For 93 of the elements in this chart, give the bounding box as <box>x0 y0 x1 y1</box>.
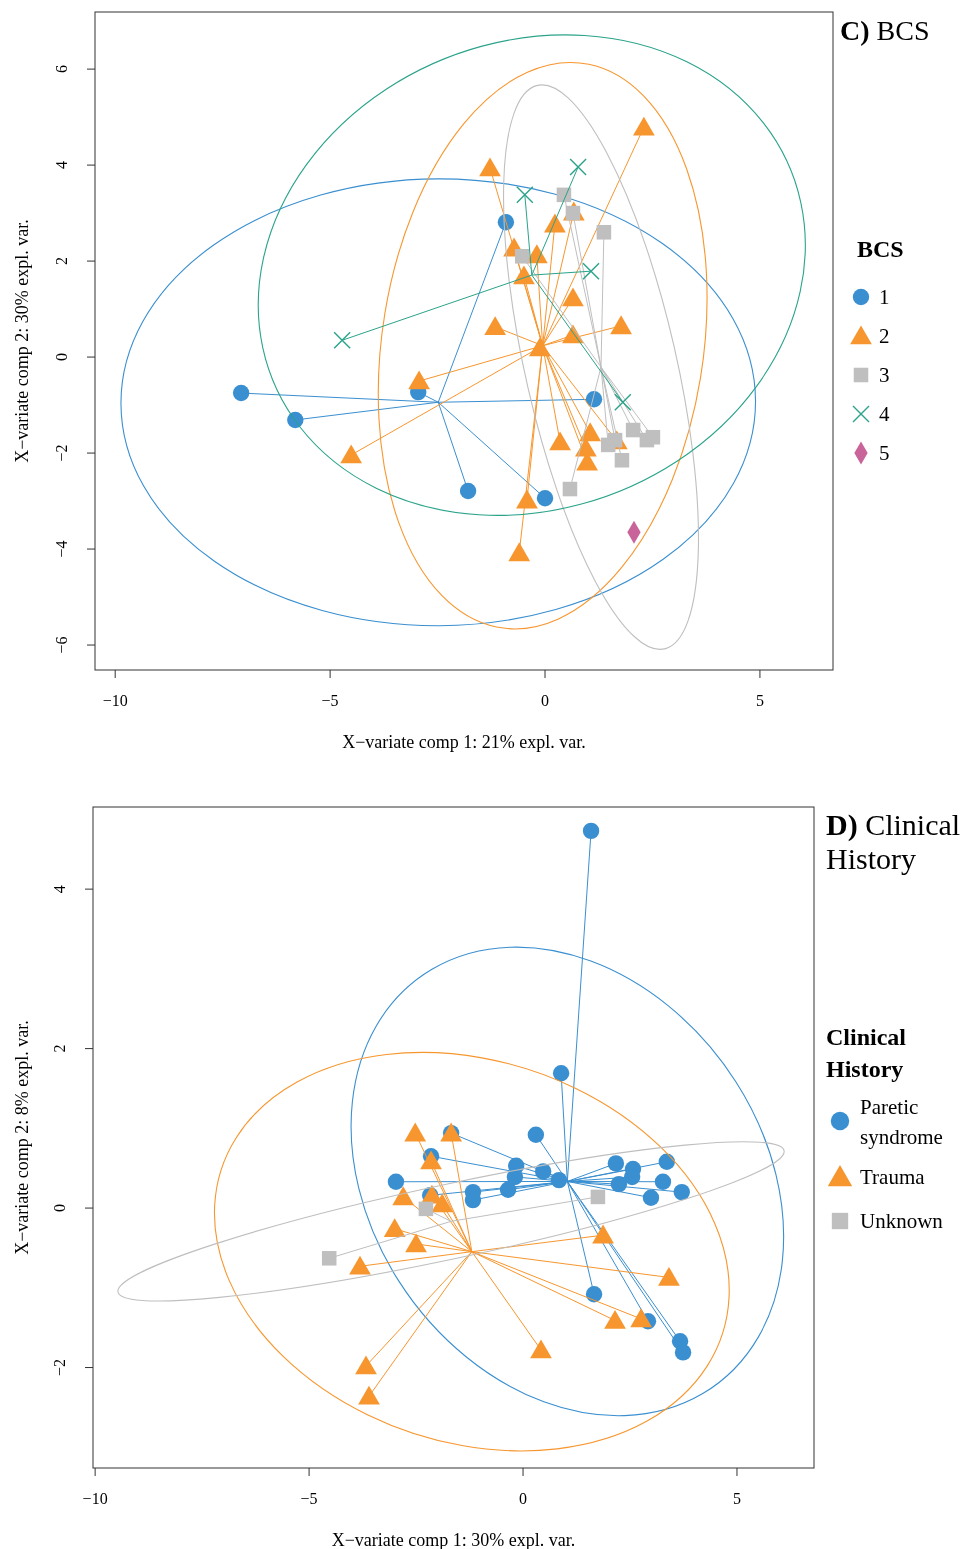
point <box>658 1266 680 1286</box>
point <box>321 1251 337 1266</box>
point <box>562 287 584 307</box>
point <box>420 1150 442 1170</box>
y-tick-label: 6 <box>53 65 70 74</box>
point <box>582 822 600 840</box>
point <box>484 316 507 336</box>
legend-label: Paretic syndrome <box>860 1095 943 1149</box>
x-tick-label: 5 <box>732 1490 741 1507</box>
point <box>569 158 587 176</box>
y-axis-title: X−variate comp 2: 8% expl. var. <box>12 1020 32 1255</box>
x-axis-title: X−variate comp 1: 21% expl. var. <box>342 732 586 752</box>
point <box>499 1181 517 1198</box>
point <box>527 1126 545 1143</box>
point <box>536 490 554 507</box>
x-tick-label: −5 <box>321 692 339 709</box>
x-tick-label: −10 <box>102 692 128 709</box>
point <box>383 1218 406 1238</box>
x-tick-label: 0 <box>519 1490 528 1507</box>
point <box>550 1171 568 1189</box>
point <box>516 489 538 509</box>
point <box>642 1189 660 1206</box>
y-tick-label: 4 <box>53 161 70 170</box>
chart-title: C) BCS <box>840 15 930 46</box>
point <box>600 437 616 453</box>
y-tick-label: 4 <box>51 885 68 894</box>
x-tick-label: 0 <box>541 692 550 709</box>
legend-title: Clinical History <box>826 1024 907 1082</box>
point <box>340 444 363 464</box>
y-tick-label: −4 <box>53 540 70 558</box>
point <box>408 370 430 390</box>
point <box>516 186 534 204</box>
point <box>625 422 641 438</box>
point <box>418 1201 434 1217</box>
legend-title: BCS <box>857 236 904 262</box>
point <box>596 225 612 240</box>
point <box>479 157 501 177</box>
point <box>673 1183 690 1201</box>
legend-label: 5 <box>879 441 890 465</box>
point <box>562 481 578 497</box>
point <box>610 1175 628 1193</box>
point <box>508 542 531 562</box>
point <box>610 315 632 335</box>
point <box>355 1355 377 1375</box>
point <box>592 1224 614 1244</box>
point <box>549 431 571 451</box>
x-tick-label: −10 <box>82 1490 108 1507</box>
point <box>630 1308 653 1328</box>
point <box>585 1286 603 1303</box>
point <box>404 1122 427 1142</box>
y-tick-label: 2 <box>51 1044 68 1053</box>
y-tick-label: 0 <box>53 353 70 362</box>
point <box>645 429 661 445</box>
point <box>349 1255 371 1275</box>
point <box>534 1163 552 1180</box>
legend-label: 1 <box>879 285 890 309</box>
point <box>405 1233 427 1253</box>
y-tick-label: −6 <box>53 636 70 654</box>
point <box>552 1065 570 1082</box>
y-axis-title: X−variate comp 2: 30% expl. var. <box>12 219 32 463</box>
y-tick-label: 0 <box>51 1204 68 1213</box>
legend-label: Trauma <box>860 1165 926 1189</box>
point <box>333 331 351 349</box>
point <box>658 1153 675 1170</box>
x-tick-label: 5 <box>755 692 764 709</box>
text: D) Clinical History <box>826 808 961 875</box>
point <box>614 453 630 468</box>
y-tick-label: −2 <box>53 444 70 462</box>
legend-label: 2 <box>879 324 890 348</box>
point <box>528 337 551 357</box>
point <box>392 1186 415 1206</box>
point <box>459 482 477 500</box>
point <box>654 1173 672 1190</box>
legend-label: Unknown <box>860 1209 944 1233</box>
point <box>514 249 530 264</box>
y-tick-label: −2 <box>51 1359 68 1377</box>
x-axis-title: X−variate comp 1: 30% expl. var. <box>331 1530 576 1549</box>
point <box>387 1173 405 1190</box>
x-tick-label: −5 <box>300 1490 318 1507</box>
point <box>614 393 632 411</box>
point <box>530 1339 552 1359</box>
point <box>604 1309 626 1329</box>
point <box>590 1189 606 1205</box>
point <box>633 116 655 136</box>
legend-label: 4 <box>879 402 890 426</box>
point <box>431 1193 454 1213</box>
point <box>607 1155 625 1172</box>
point <box>232 384 250 402</box>
point <box>582 262 600 280</box>
legend-label: 3 <box>879 363 890 387</box>
point <box>674 1344 692 1361</box>
point <box>358 1385 380 1405</box>
y-tick-label: 2 <box>53 257 70 266</box>
